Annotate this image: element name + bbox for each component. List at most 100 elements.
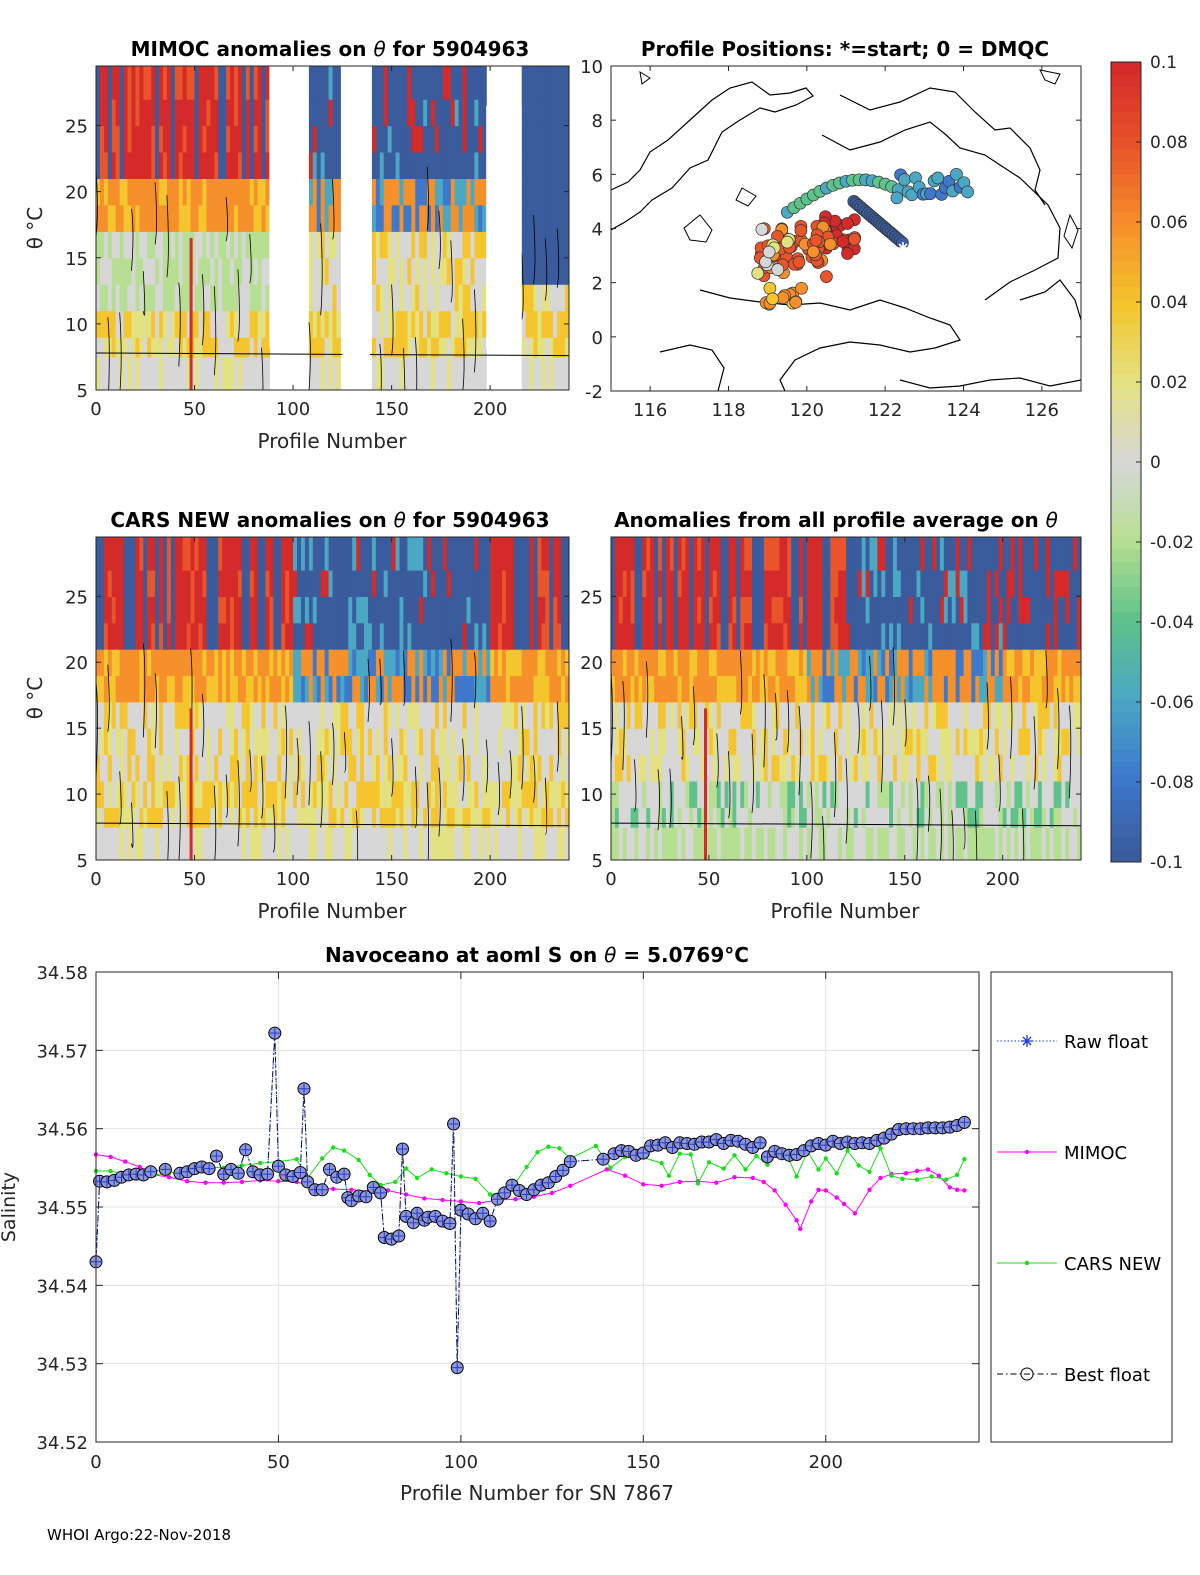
hm-allavg-cell [853,537,859,571]
hm-cars-cell [198,728,203,756]
hm-cars-cell [462,622,468,650]
hm-cars-cell [407,827,412,860]
hm-mimoc-cell [218,125,223,153]
hm-cars-cell [194,596,199,624]
series-point-mimoc [549,1190,555,1196]
hm-allavg-cell [755,675,761,703]
hm-allavg-cell [787,807,792,828]
hm-mimoc-cell [450,125,456,153]
hm-cars-cell [119,622,125,650]
hm-mimoc-cell [143,284,148,312]
hm-cars-cell [399,675,404,703]
hm-cars-cell [163,701,168,729]
hm-cars-contour [450,638,453,722]
hm-allavg-cell [669,807,675,828]
hm-allavg-cell [673,596,679,624]
hm-cars-cell [214,537,219,571]
hm-allavg-cell [846,754,851,782]
hm-allavg-cell [947,780,953,808]
hm-mimoc-cell [482,284,487,312]
hm-mimoc-cell [202,356,207,390]
colorbar-segment [1111,562,1141,575]
hm-mimoc-cell [438,257,444,285]
hm-cars-cell [541,596,546,624]
hm-cars-cell [257,596,263,624]
hm-cars-cell [478,754,483,782]
hm-allavg-cell [748,780,753,808]
hm-allavg-cell [1018,596,1023,624]
series-point-mimoc [809,1199,814,1204]
hm-cars-cell [261,827,266,860]
hm-allavg-cell [1002,570,1008,597]
series-point-mimoc [221,1180,226,1185]
hm-cars-cell [210,728,215,756]
hm-cars-cell [230,780,235,808]
hm-cars-cell [371,622,377,650]
hm-cars-cell [446,649,452,677]
hm-cars-cell [249,570,255,597]
hm-allavg-cell [928,675,933,703]
hm-cars-cell [170,622,176,650]
hm-allavg-cell [658,622,663,650]
hm-allavg-cell [830,622,835,650]
hm-allavg-cell [646,570,651,597]
hm-allavg-cell [752,754,757,782]
hm-cars-cell [533,649,538,677]
hm-mimoc-cell [442,356,448,390]
hm-mimoc-cell [553,125,558,153]
hm-cars-cell [423,537,428,571]
hm-mimoc-cell [186,337,192,358]
hm-allavg-cell [1002,649,1008,677]
hm-cars-cell [470,754,475,782]
hm-cars-cell [502,675,507,703]
hm-mimoc-cell [450,310,456,338]
hm-mimoc-cell [399,125,404,153]
hm-mimoc-cell [458,99,464,127]
hm-allavg-cell [826,622,831,650]
hm-cars-cell [226,649,231,677]
hm-mimoc-cell [245,125,251,153]
hm-allavg-cell [685,827,690,860]
hm-mimoc-contour [308,322,311,390]
hm-cars-cell [529,622,535,650]
hm-cars-cell [115,807,121,828]
hm-mimoc-cell [249,125,255,153]
hm-allavg-cell [834,596,839,624]
hm-allavg-cell [732,701,737,729]
hm-cars-cell [115,827,121,860]
hm-allavg-cell [1010,754,1015,782]
hm-allavg-cell [1030,807,1035,828]
hm-mimoc-cell [415,356,420,390]
hm-mimoc-cell [411,257,416,285]
hm-allavg-cell [924,807,929,828]
hm-allavg-cell [669,701,675,729]
hm-allavg-cell [646,827,651,860]
hm-allavg-cell [1026,570,1031,597]
colorbar-segment [1111,524,1141,538]
hm-cars-cell [336,675,341,703]
y-tick-label: 10 [580,57,603,78]
hm-allavg-cell [881,596,886,624]
hm-allavg-cell [634,649,639,677]
hm-allavg-cell [967,754,972,782]
hm-cars-cell [107,701,113,729]
hm-mimoc-cell [387,284,393,312]
hm-allavg-cell [1041,537,1047,571]
hm-cars-cell [486,754,491,782]
hm-allavg-cell [896,728,902,756]
hm-mimoc-cell [375,152,381,179]
hm-cars-cell [328,622,334,650]
hm-cars-cell [119,754,125,782]
hm-allavg-cell [987,807,992,828]
hm-allavg-cell [767,827,773,860]
hm-cars-cell [297,675,302,703]
hm-allavg-cell [990,537,996,571]
hm-allavg-cell [748,701,753,729]
hm-allavg-cell [638,649,643,677]
hm-mimoc-cell [151,125,156,153]
hm-mimoc-cell [371,284,377,312]
hm-allavg-cell [877,807,882,828]
hm-allavg-cell [611,537,616,571]
hm-mimoc-cell [537,204,542,232]
